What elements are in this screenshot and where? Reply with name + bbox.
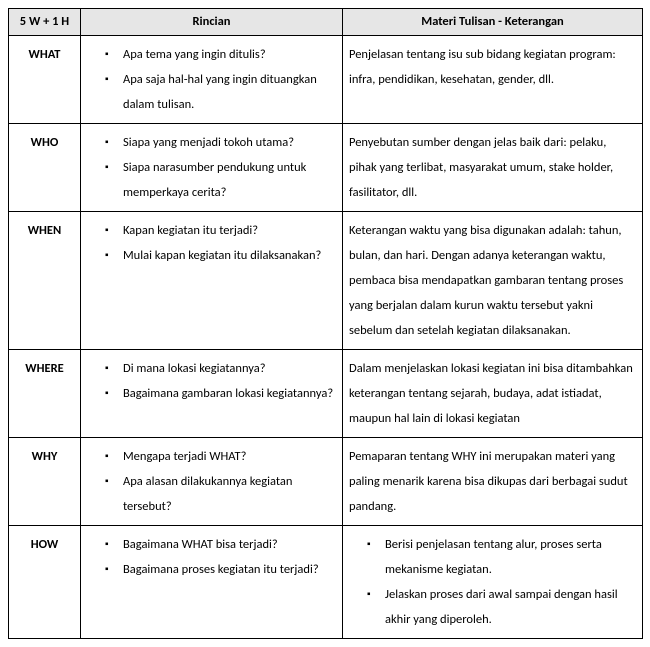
table-5w1h: 5 W + 1 H Rincian Materi Tulisan - Keter…: [8, 8, 643, 639]
row-materi: Penjelasan tentang isu sub bidang kegiat…: [343, 35, 643, 123]
list-item: Bagaimana gambaran lokasi kegiatannya?: [105, 381, 336, 406]
header-col3: Materi Tulisan - Keterangan: [343, 9, 643, 36]
materi-list: Berisi penjelasan tentang alur, proses s…: [349, 532, 636, 632]
row-label: WHEN: [9, 211, 81, 349]
row-label: WHY: [9, 437, 81, 525]
row-rincian: Apa tema yang ingin ditulis?Apa saja hal…: [81, 35, 343, 123]
list-item: Mulai kapan kegiatan itu dilaksanakan?: [105, 243, 336, 268]
list-item: Siapa yang menjadi tokoh utama?: [105, 130, 336, 155]
list-item: Mengapa terjadi WHAT?: [105, 444, 336, 469]
table-row: WHATApa tema yang ingin ditulis?Apa saja…: [9, 35, 643, 123]
row-label: WHO: [9, 123, 81, 211]
row-rincian: Di mana lokasi kegiatannya?Bagaimana gam…: [81, 349, 343, 437]
list-item: Di mana lokasi kegiatannya?: [105, 356, 336, 381]
list-item: Apa tema yang ingin ditulis?: [105, 42, 336, 67]
header-col1: 5 W + 1 H: [9, 9, 81, 36]
row-materi: Penyebutan sumber dengan jelas baik dari…: [343, 123, 643, 211]
table-row: HOWBagaimana WHAT bisa terjadi?Bagaimana…: [9, 525, 643, 638]
table-row: WHOSiapa yang menjadi tokoh utama?Siapa …: [9, 123, 643, 211]
list-item: Kapan kegiatan itu terjadi?: [105, 218, 336, 243]
row-materi: Pemaparan tentang WHY ini merupakan mate…: [343, 437, 643, 525]
row-rincian: Mengapa terjadi WHAT?Apa alasan dilakuka…: [81, 437, 343, 525]
row-materi: Berisi penjelasan tentang alur, proses s…: [343, 525, 643, 638]
list-item: Siapa narasumber pendukung untuk memperk…: [105, 155, 336, 205]
rincian-list: Di mana lokasi kegiatannya?Bagaimana gam…: [87, 356, 336, 406]
list-item: Jelaskan proses dari awal sampai dengan …: [367, 582, 636, 632]
row-rincian: Kapan kegiatan itu terjadi?Mulai kapan k…: [81, 211, 343, 349]
header-col2: Rincian: [81, 9, 343, 36]
list-item: Bagaimana proses kegiatan itu terjadi?: [105, 557, 336, 582]
table-row: WHYMengapa terjadi WHAT?Apa alasan dilak…: [9, 437, 643, 525]
rincian-list: Bagaimana WHAT bisa terjadi?Bagaimana pr…: [87, 532, 336, 582]
row-label: WHAT: [9, 35, 81, 123]
list-item: Bagaimana WHAT bisa terjadi?: [105, 532, 336, 557]
table-row: WHENKapan kegiatan itu terjadi?Mulai kap…: [9, 211, 643, 349]
list-item: Apa saja hal-hal yang ingin dituangkan d…: [105, 67, 336, 117]
list-item: Apa alasan dilakukannya kegiatan tersebu…: [105, 469, 336, 519]
table-header-row: 5 W + 1 H Rincian Materi Tulisan - Keter…: [9, 9, 643, 36]
list-item: Berisi penjelasan tentang alur, proses s…: [367, 532, 636, 582]
row-rincian: Siapa yang menjadi tokoh utama?Siapa nar…: [81, 123, 343, 211]
table-row: WHEREDi mana lokasi kegiatannya?Bagaiman…: [9, 349, 643, 437]
row-materi: Dalam menjelaskan lokasi kegiatan ini bi…: [343, 349, 643, 437]
row-label: WHERE: [9, 349, 81, 437]
rincian-list: Mengapa terjadi WHAT?Apa alasan dilakuka…: [87, 444, 336, 519]
rincian-list: Siapa yang menjadi tokoh utama?Siapa nar…: [87, 130, 336, 205]
rincian-list: Kapan kegiatan itu terjadi?Mulai kapan k…: [87, 218, 336, 268]
row-label: HOW: [9, 525, 81, 638]
row-materi: Keterangan waktu yang bisa digunakan ada…: [343, 211, 643, 349]
rincian-list: Apa tema yang ingin ditulis?Apa saja hal…: [87, 42, 336, 117]
row-rincian: Bagaimana WHAT bisa terjadi?Bagaimana pr…: [81, 525, 343, 638]
